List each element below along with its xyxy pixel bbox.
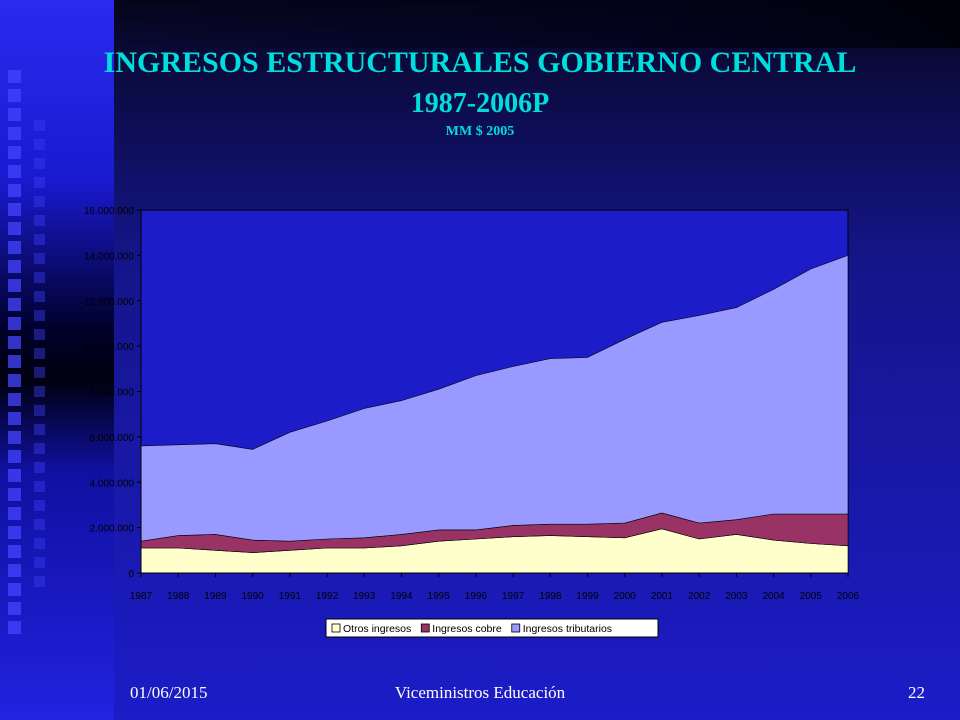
legend-box (325, 618, 659, 638)
footer-center-text: Viceministros Educación (394, 683, 566, 702)
x-tick-label: 1994 (390, 591, 413, 602)
x-tick-label: 2004 (762, 591, 785, 602)
footer-date: 01/06/2015 (130, 683, 208, 702)
x-tick-label: 2006 (837, 591, 860, 602)
x-tick-label: 2005 (800, 591, 823, 602)
slide-title-years: 1987-2006P (410, 88, 550, 119)
x-tick-label: 1995 (428, 591, 451, 602)
x-tick-label: 2001 (651, 591, 674, 602)
x-tick-label: 1992 (316, 591, 339, 602)
x-tick-label: 1997 (502, 591, 525, 602)
decorative-squares-secondary (34, 120, 45, 595)
page-number: 22 (908, 683, 925, 702)
x-tick-label: 2002 (688, 591, 711, 602)
x-tick-label: 1998 (539, 591, 562, 602)
slide-title: INGRESOS ESTRUCTURALES GOBIERNO CENTRAL (103, 46, 857, 79)
legend-swatch (511, 623, 521, 633)
y-tick-label: 8.000.000 (90, 388, 135, 399)
legend-label: Ingresos tributarios (523, 623, 612, 635)
x-tick-label: 1989 (204, 591, 227, 602)
x-tick-label: 1990 (242, 591, 265, 602)
top-dark-gradient (114, 0, 960, 48)
area-series-3 (140, 254, 849, 542)
x-tick-label: 1996 (465, 591, 488, 602)
legend-swatch (420, 623, 430, 633)
slide-subtitle: MM $ 2005 (445, 124, 515, 139)
legend-label: Ingresos cobre (432, 623, 502, 635)
x-tick-label: 1999 (576, 591, 599, 602)
x-tick-label: 1991 (279, 591, 302, 602)
y-tick-label: 2.000.000 (90, 524, 135, 535)
y-tick-label: 12.000.000 (84, 297, 134, 308)
y-tick-label: 0 (128, 569, 134, 580)
decorative-squares (8, 70, 32, 640)
y-tick-label: 6.000.000 (90, 433, 135, 444)
y-tick-label: 14.000.000 (84, 251, 134, 262)
legend-label: Otros ingresos (343, 623, 411, 635)
x-tick-label: 1993 (353, 591, 376, 602)
y-tick-label: 4.000.000 (90, 478, 135, 489)
y-tick-label: 16.000.000 (84, 206, 134, 217)
legend-swatch (331, 623, 341, 633)
y-tick-label: 10.000.000 (84, 342, 134, 353)
left-decorative-band (0, 0, 114, 720)
x-tick-label: 2000 (614, 591, 637, 602)
x-tick-label: 1988 (167, 591, 190, 602)
x-tick-label: 2003 (725, 591, 748, 602)
x-tick-label: 1987 (130, 591, 153, 602)
